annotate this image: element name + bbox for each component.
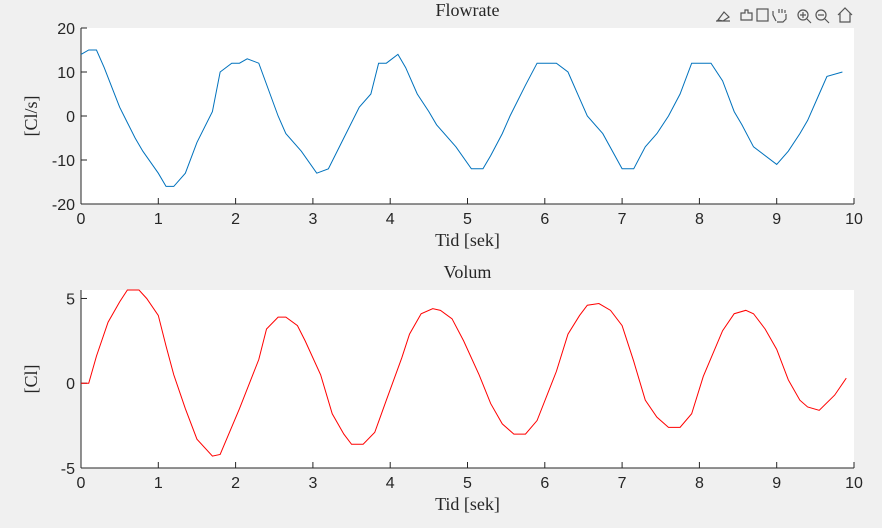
x-tick-label: 2 [231,211,240,228]
x-tick-label: 10 [845,211,863,228]
x-tick-label: 2 [231,475,240,492]
link-icon[interactable] [740,9,753,21]
x-tick-label: 1 [154,475,163,492]
x-tick-label: 5 [463,211,472,228]
toolbar [716,7,853,24]
x-tick-label: 4 [386,475,395,492]
brush-icon[interactable] [716,11,730,22]
x-tick-label: 5 [463,475,472,492]
data-line [81,289,847,457]
x-tick-label: 1 [154,211,163,228]
x-tick-label: 8 [695,475,704,492]
x-axis-label: Tid [sek] [435,230,500,250]
y-tick-label: -5 [61,461,75,478]
zoom-out-icon[interactable] [815,9,827,21]
x-tick-label: 6 [540,211,549,228]
y-tick-label: -20 [52,197,75,214]
data-line [80,49,843,187]
x-tick-label: 9 [772,211,781,228]
x-tick-label: 3 [308,211,317,228]
x-tick-label: 8 [695,211,704,228]
y-tick-label: 0 [66,376,75,393]
plot-area [81,290,854,468]
x-tick-label: 6 [540,475,549,492]
y-axis-label: [Cl/s] [21,95,41,136]
chart-title: Volum [444,262,492,282]
x-tick-label: 4 [386,211,395,228]
x-tick-label: 10 [845,475,863,492]
y-tick-label: 10 [57,65,75,82]
x-axis-label: Tid [sek] [435,494,500,514]
x-tick-label: 7 [618,211,627,228]
x-tick-label: 3 [308,475,317,492]
y-axis-label: [Cl] [21,365,41,394]
x-tick-label: 0 [77,211,86,228]
legend-icon[interactable] [756,8,769,22]
zoom-in-icon[interactable] [797,9,809,21]
x-tick-label: 0 [77,475,86,492]
y-tick-label: -10 [52,153,75,170]
x-tick-label: 9 [772,475,781,492]
y-tick-label: 0 [66,109,75,126]
home-icon[interactable] [837,7,853,23]
y-tick-label: 20 [57,21,75,38]
x-tick-label: 7 [618,475,627,492]
pan-icon[interactable] [772,9,787,23]
y-tick-label: 5 [66,291,75,308]
plot-area [81,28,854,204]
chart-title: Flowrate [436,0,500,20]
